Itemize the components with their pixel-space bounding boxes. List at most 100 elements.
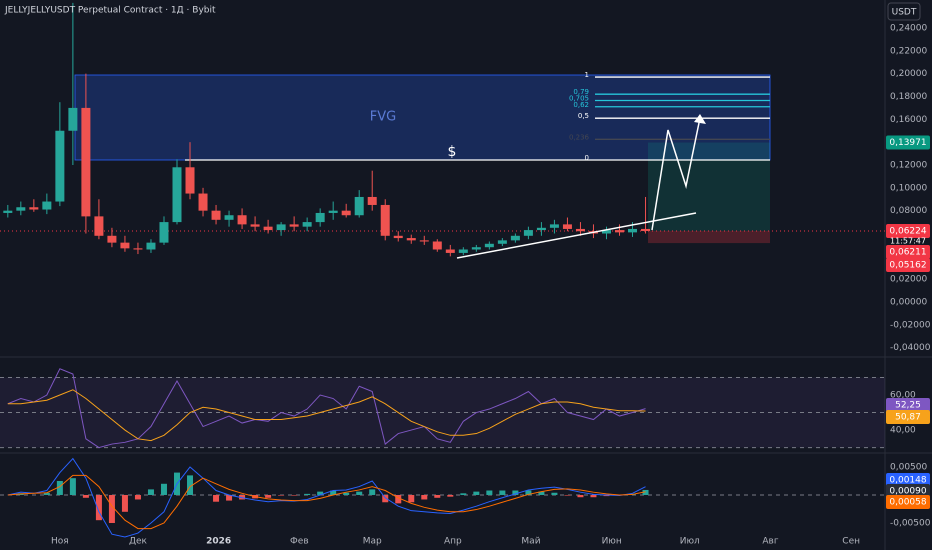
candle-body	[628, 228, 638, 233]
candle-body	[302, 222, 312, 227]
histogram-bar	[213, 494, 220, 502]
candle-body	[211, 210, 221, 220]
histogram-bar	[160, 483, 167, 495]
macd-value-label-box	[886, 484, 930, 498]
candle-body	[615, 230, 624, 233]
macd-line	[7, 457, 646, 538]
candle-body	[380, 204, 390, 236]
histogram-bar	[121, 494, 128, 512]
histogram-bar	[291, 494, 298, 496]
y-tick-label: 0,22000	[890, 46, 927, 56]
candle-body	[68, 107, 78, 131]
rsi-value-label-box	[886, 398, 930, 412]
candle-body	[29, 207, 39, 210]
fib-label: 0,5	[578, 112, 589, 120]
histogram-bar	[577, 494, 584, 498]
x-tick-label: Ноя	[51, 537, 69, 547]
histogram-bar	[226, 494, 233, 501]
currency-button[interactable]	[887, 2, 921, 21]
histogram-bar	[642, 489, 649, 495]
projection-arrow	[694, 114, 706, 124]
candle-body	[562, 224, 572, 229]
candle-body	[367, 196, 377, 205]
candle-body	[185, 167, 195, 194]
rsi-value-label: 50,87	[895, 413, 921, 423]
histogram-bar	[304, 493, 311, 495]
target-zone	[648, 142, 770, 231]
candle-body	[263, 226, 273, 231]
histogram-bar	[486, 490, 493, 495]
y-tick-label: 0,00000	[890, 298, 927, 308]
fib-label: 0,705	[569, 94, 589, 102]
histogram-bar	[330, 490, 337, 495]
candle-body	[250, 224, 260, 227]
candle-body	[107, 235, 117, 243]
macd-line	[7, 474, 646, 530]
fvg-label: FVG	[370, 110, 396, 125]
candle-body	[354, 196, 364, 216]
candle-body	[549, 224, 559, 228]
histogram-bar	[187, 475, 194, 495]
currency-label[interactable]: USDT	[892, 8, 917, 18]
x-tick-label: Май	[521, 537, 540, 547]
candle-body	[419, 240, 429, 242]
candle-body	[471, 247, 481, 250]
candle-body	[55, 130, 65, 202]
histogram-bar	[82, 494, 89, 498]
price-label-box	[886, 257, 930, 272]
price-label: 0,06211	[889, 247, 926, 257]
x-tick-label: Мар	[363, 537, 382, 547]
histogram-bar	[43, 492, 50, 495]
histogram-bar	[538, 491, 545, 495]
histogram-bar	[56, 480, 63, 495]
histogram-bar	[473, 491, 480, 495]
y-tick-label: 0,10000	[890, 183, 927, 193]
liquidity-label: $	[448, 144, 457, 160]
histogram-bar	[343, 492, 350, 495]
x-tick-label: Июн	[602, 537, 622, 547]
histogram-bar	[564, 494, 571, 496]
histogram-bar	[95, 494, 102, 521]
x-tick-label: Апр	[444, 537, 462, 547]
fvg-zone	[74, 74, 771, 161]
candle-body	[328, 210, 338, 213]
candle-body	[601, 230, 611, 234]
candle-body	[484, 243, 494, 248]
y-tick-label: -0,00500	[890, 518, 931, 528]
candle-body	[341, 210, 351, 216]
y-tick-label: 0,12000	[890, 160, 927, 170]
y-tick-label: 0,16000	[890, 115, 927, 125]
histogram-bar	[108, 494, 115, 523]
macd-value-label: 0,00058	[889, 498, 926, 508]
candle-body	[445, 249, 455, 253]
price-label: 0,06224	[889, 226, 926, 236]
candle-body	[406, 238, 416, 241]
y-tick-label: 0,08000	[890, 206, 927, 216]
trend-line	[456, 212, 697, 259]
histogram-bar	[434, 494, 441, 498]
histogram-bar	[147, 489, 154, 495]
histogram-bar	[447, 494, 454, 497]
candle-body	[523, 230, 533, 236]
x-tick-label: 2026	[206, 537, 231, 547]
macd-value-label-box	[886, 495, 930, 509]
y-tick-label: 40,00	[890, 426, 916, 436]
x-tick-label: Дек	[129, 537, 148, 547]
price-label-box	[886, 135, 930, 150]
candle-body	[237, 215, 247, 225]
rsi-value-label-box	[886, 410, 930, 424]
y-tick-label: 0,20000	[890, 69, 927, 79]
candle-body	[133, 248, 143, 250]
price-label: 0,05162	[889, 260, 926, 270]
histogram-bar	[525, 490, 532, 495]
y-tick-label: -0,02000	[890, 320, 931, 330]
histogram-bar	[603, 494, 610, 497]
candle-body	[3, 210, 13, 213]
histogram-bar	[317, 491, 324, 495]
histogram-bar	[551, 492, 558, 495]
fib-label: 0,236	[569, 133, 590, 141]
candle-body	[458, 249, 468, 253]
candle-body	[16, 207, 26, 211]
fib-label: 1	[585, 71, 589, 79]
